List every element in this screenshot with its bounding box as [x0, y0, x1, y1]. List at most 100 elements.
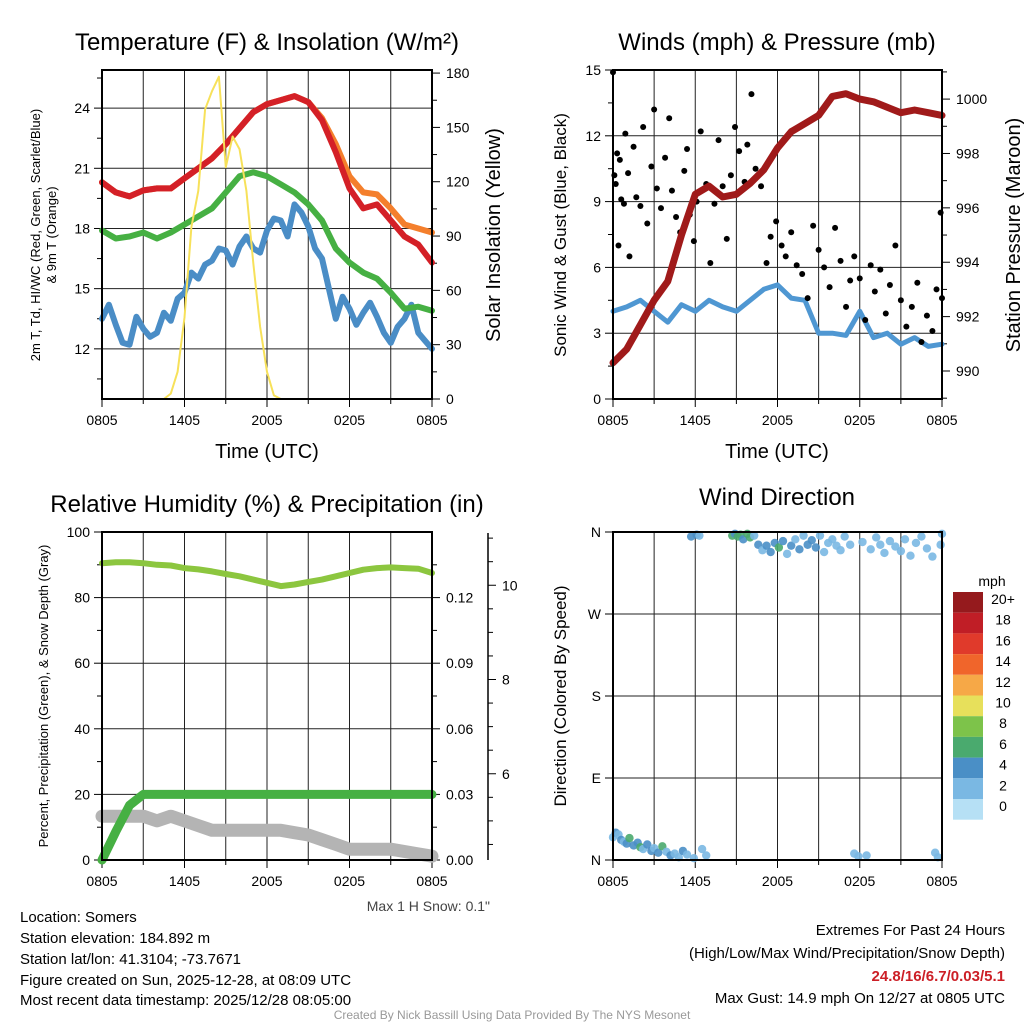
wind-direction-point — [654, 848, 663, 857]
y-tick-label: 40 — [74, 721, 90, 737]
legend-label: 18 — [995, 612, 1011, 628]
gust-point — [815, 246, 822, 253]
y-tick-label: 100 — [67, 524, 91, 540]
legend-swatch — [953, 799, 983, 820]
plot-border — [101, 69, 433, 400]
wind-y-label: Sonic Wind & Gust (Blue, Black) — [551, 113, 570, 357]
sonic-wind-line — [610, 282, 945, 349]
y-tick-label: W — [588, 606, 602, 622]
plot-border — [612, 69, 943, 400]
x-tick-label: 0805 — [926, 873, 957, 889]
legend-label: 6 — [999, 736, 1007, 752]
right-y-tick-label: 996 — [956, 200, 980, 216]
station-latlon: Station lat/lon: 41.3104; -73.7671 — [20, 951, 241, 968]
snow-axis-tick-label: 6 — [502, 766, 510, 782]
gust-point — [673, 213, 680, 220]
y-tick-label: 15 — [74, 281, 90, 297]
gust-point — [684, 145, 691, 152]
solar-y-label: Solar Insolation (Yellow) — [483, 128, 505, 342]
wind-direction-point — [876, 540, 885, 549]
x-tick-label: 2005 — [762, 412, 793, 428]
gust-point — [908, 303, 915, 310]
gust-point — [681, 167, 688, 174]
right-y-tick-label: 1000 — [956, 91, 987, 107]
x-tick-label: 1405 — [169, 873, 200, 889]
temperature-y-label: 2m T, Td, HI/WC (Red, Green, Scarlet/Blu… — [28, 109, 43, 361]
gust-point — [640, 124, 647, 131]
gust-point — [810, 222, 817, 229]
wind-direction-point — [819, 547, 829, 557]
wind-direction-point — [922, 544, 932, 553]
snow-depth-line — [95, 809, 439, 863]
x-tick-label: 0805 — [416, 873, 447, 889]
right-y-tick-label: 60 — [446, 282, 462, 298]
relative-humidity-line — [99, 559, 435, 590]
wind-direction-point — [795, 545, 804, 554]
wind-direction-point — [880, 548, 889, 558]
legend-swatch — [953, 592, 983, 613]
gust-point — [719, 183, 726, 190]
gust-point — [871, 288, 878, 295]
y-tick-label: 20 — [74, 786, 90, 802]
precipitation-line — [97, 789, 437, 865]
gust-point — [918, 338, 925, 345]
wind-direction-panel-title: Wind Direction — [699, 484, 855, 511]
gust-point — [847, 277, 854, 284]
legend-swatch — [953, 654, 983, 675]
wind-direction-point — [643, 840, 652, 849]
gust-point — [877, 266, 884, 273]
legend-label: 16 — [995, 632, 1011, 648]
gust-point — [793, 262, 800, 269]
pressure-y-label: Station Pressure (Maroon) — [1003, 118, 1024, 353]
gust-point — [633, 194, 640, 201]
y-tick-label: N — [591, 852, 601, 868]
x-tick-label: 2005 — [762, 873, 793, 889]
gust-point — [826, 284, 833, 291]
extremes-heading: Extremes For Past 24 Hours — [816, 922, 1005, 939]
gust-point — [662, 154, 669, 161]
legend-title: mph — [978, 573, 1005, 589]
gust-point — [767, 233, 774, 240]
gust-point — [668, 187, 675, 194]
legend-swatch — [953, 633, 983, 655]
gust-point — [832, 224, 839, 231]
right-y-tick-label: 998 — [956, 145, 980, 161]
gust-point — [614, 150, 621, 157]
wind-direction-point — [858, 537, 867, 547]
gust-point — [637, 202, 644, 209]
wind-direction-point — [689, 853, 699, 863]
x-tick-label: 0205 — [334, 873, 365, 889]
legend-label: 4 — [999, 757, 1007, 773]
gust-point — [882, 310, 889, 317]
y-tick-label: 15 — [585, 62, 601, 78]
y-tick-label: E — [592, 770, 601, 786]
right-y-tick-label: 0.06 — [446, 721, 473, 737]
legend-label: 10 — [995, 695, 1011, 711]
wind-direction-point — [906, 551, 915, 560]
right-y-tick-label: 90 — [446, 228, 462, 244]
gust-point — [666, 115, 673, 122]
x-tick-label: 1405 — [169, 412, 200, 428]
wind-direction-point — [799, 531, 808, 540]
dewpoint-line — [99, 169, 435, 314]
snow-axis-tick-label: 8 — [502, 672, 510, 688]
gust-point — [690, 238, 697, 245]
wind-direction-point — [625, 833, 634, 843]
gust-point — [748, 91, 755, 98]
max-gust: Max Gust: 14.9 mph On 12/27 at 0805 UTC — [715, 990, 1005, 1007]
direction-y-label: Direction (Colored By Speed) — [551, 585, 570, 806]
gust-point — [723, 235, 730, 242]
temp-2m-line — [99, 93, 435, 266]
y-tick-label: 9 — [593, 194, 601, 210]
temperature-x-label: Time (UTC) — [215, 441, 319, 463]
y-tick-label: S — [592, 688, 601, 704]
gust-point — [615, 242, 622, 249]
legend-swatch — [953, 736, 983, 758]
wind-direction-point — [787, 541, 796, 550]
wind-direction-point — [900, 535, 910, 544]
gust-point — [622, 130, 629, 137]
gust-point — [618, 196, 625, 203]
x-tick-label: 0805 — [597, 412, 628, 428]
gust-point — [778, 242, 785, 249]
